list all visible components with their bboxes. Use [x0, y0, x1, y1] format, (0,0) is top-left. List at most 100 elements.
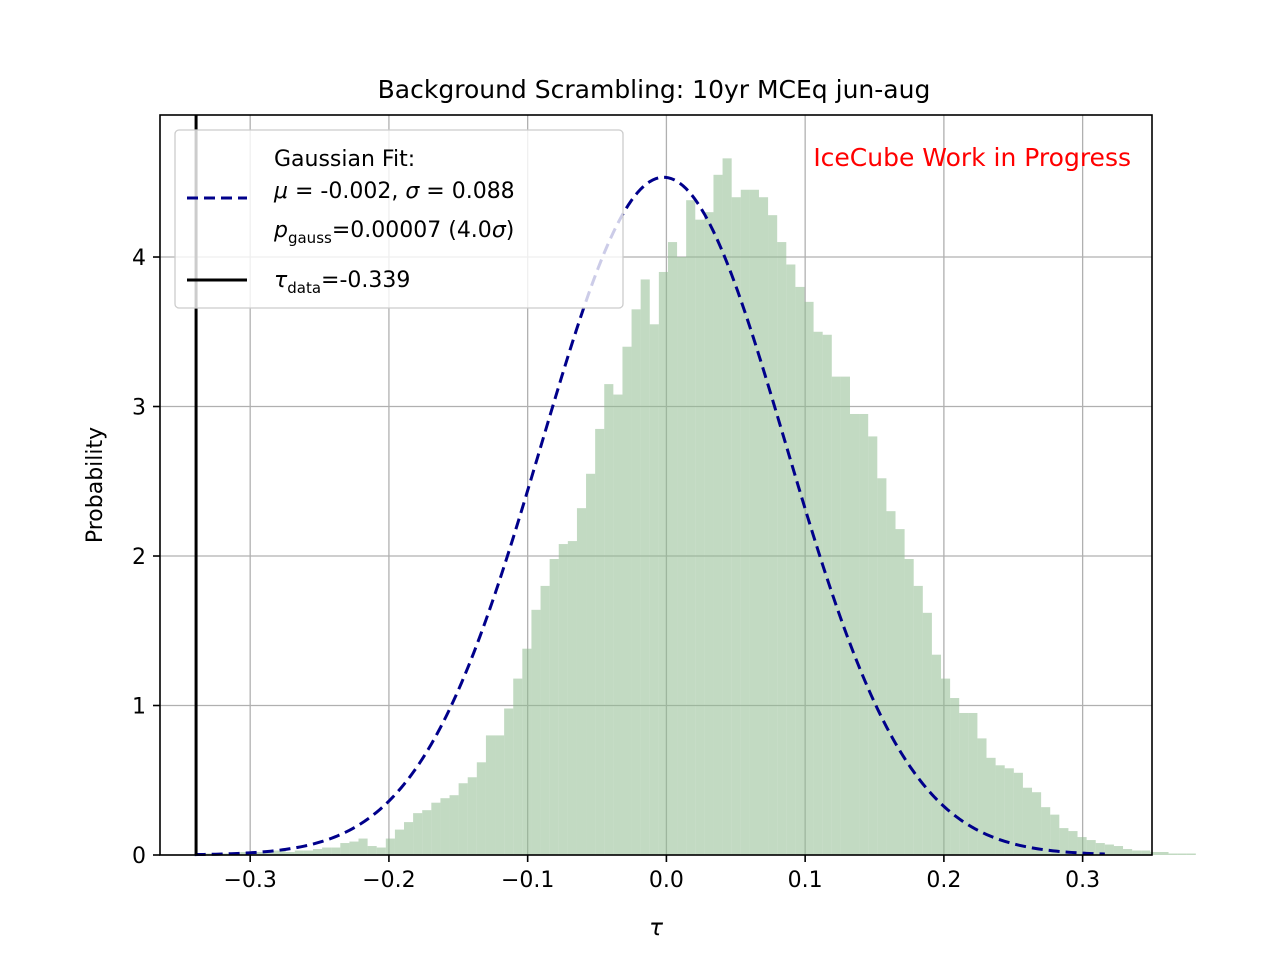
- legend-p-sigma: σ: [492, 218, 507, 243]
- histogram-bar: [740, 189, 750, 855]
- y-tick-label: 3: [132, 396, 146, 421]
- histogram-bar: [476, 762, 486, 855]
- histogram-bar: [1168, 853, 1178, 855]
- histogram-bar: [677, 257, 687, 855]
- histogram-bar: [1077, 837, 1087, 855]
- histogram-bar: [658, 271, 668, 855]
- legend-tau-value: =-0.339: [321, 268, 410, 293]
- legend: Gaussian Fit: μ = -0.002, σ = 0.088 pgau…: [174, 129, 624, 309]
- histogram-bar: [1095, 843, 1105, 855]
- histogram-bar: [722, 158, 732, 856]
- histogram-bar: [995, 765, 1005, 855]
- histogram-bar: [303, 850, 314, 855]
- histogram-bar: [1059, 828, 1069, 855]
- histogram-bar: [986, 757, 996, 855]
- histogram-bar: [349, 841, 359, 855]
- histogram-bar: [604, 384, 614, 855]
- histogram-bar: [458, 783, 468, 855]
- histogram-bar: [1086, 840, 1096, 855]
- histogram-bar: [558, 544, 568, 855]
- histogram-bar: [1141, 850, 1151, 855]
- histogram-bar: [640, 279, 650, 855]
- histogram-bar: [877, 478, 887, 855]
- x-tick-label: −0.1: [501, 868, 554, 893]
- histogram-bar: [522, 648, 532, 855]
- legend-sigma-symbol: σ: [405, 179, 420, 204]
- legend-sigma-value: = 0.088: [419, 179, 514, 204]
- histogram-bar: [1113, 846, 1124, 855]
- histogram-bar: [731, 197, 741, 855]
- histogram-bar: [895, 529, 905, 855]
- histogram-bar: [294, 850, 304, 855]
- x-axis-label: τ: [649, 915, 663, 941]
- histogram-bar: [531, 609, 541, 855]
- histogram-bar: [950, 698, 960, 855]
- legend-p-value: pgauss=0.00007 (4.0σ): [273, 218, 514, 247]
- y-tick-label: 1: [132, 695, 146, 720]
- histogram-bar: [1041, 807, 1051, 855]
- histogram-bar: [1022, 787, 1033, 855]
- legend-mu-value: = -0.002,: [288, 179, 405, 204]
- axis-ticks: −0.3 −0.2 −0.1 0.0 0.1 0.2 0.3 0 1 2 3 4: [132, 246, 1100, 893]
- histogram-bar: [595, 428, 605, 855]
- histogram-bar: [1186, 853, 1196, 855]
- legend-tau-symbol: τ: [274, 268, 288, 293]
- legend-p-value-text: =0.00007 (4.0: [332, 218, 492, 243]
- histogram-bar: [859, 413, 869, 855]
- watermark-annotation: IceCube Work in Progress: [813, 143, 1131, 172]
- histogram-bar: [385, 838, 395, 855]
- histogram-bar: [1177, 853, 1187, 855]
- histogram-bar: [840, 376, 850, 855]
- histogram-bar: [322, 847, 332, 855]
- histogram-bar: [1004, 768, 1014, 855]
- histogram-bar: [1050, 814, 1060, 855]
- histogram-bar: [1013, 772, 1023, 855]
- legend-tau-data: τdata=-0.339: [274, 268, 410, 297]
- y-tick-label: 4: [132, 246, 146, 271]
- histogram-bar: [504, 708, 514, 855]
- histogram-bar: [768, 215, 778, 855]
- histogram-bar: [667, 242, 678, 856]
- histogram-bar: [1132, 850, 1142, 855]
- histogram-bar: [1159, 852, 1169, 855]
- histogram-bar: [758, 197, 769, 855]
- histogram-bar: [267, 850, 277, 855]
- histogram-bar: [340, 843, 350, 855]
- histogram-bar: [467, 777, 477, 855]
- histogram-bar: [713, 174, 723, 855]
- legend-p-subscript: gauss: [288, 229, 332, 247]
- histogram-bar: [540, 585, 550, 855]
- histogram-bar: [358, 838, 368, 855]
- histogram-bar: [1123, 849, 1133, 855]
- histogram-bar: [831, 376, 841, 855]
- histogram-bar: [704, 212, 714, 855]
- histogram-bar: [849, 413, 860, 855]
- histogram-bar: [886, 511, 896, 855]
- x-tick-label: −0.3: [223, 868, 276, 893]
- histogram-bar: [913, 585, 923, 855]
- histogram-bar: [931, 654, 942, 855]
- histogram-bar: [431, 802, 441, 855]
- histogram-bar: [276, 850, 286, 855]
- histogram-bar: [513, 678, 523, 855]
- histogram-bars: [194, 158, 1196, 856]
- histogram-bar: [822, 334, 832, 855]
- x-tick-label: 0.1: [788, 868, 823, 893]
- histogram-bar: [1032, 792, 1042, 855]
- histogram-bar: [495, 735, 505, 855]
- histogram-bar: [922, 612, 932, 855]
- histogram-bar: [749, 189, 759, 855]
- histogram-bar: [695, 219, 705, 855]
- histogram-bar: [649, 324, 659, 855]
- legend-p-symbol: p: [273, 218, 288, 243]
- x-tick-label: 0.2: [926, 868, 961, 893]
- y-tick-label: 2: [132, 545, 146, 570]
- histogram-bar: [404, 822, 414, 855]
- histogram-bar: [422, 810, 432, 855]
- histogram-bar: [1068, 831, 1078, 855]
- y-axis-label: Probability: [83, 427, 108, 543]
- legend-tau-subscript: data: [287, 279, 321, 297]
- legend-p-close: ): [506, 218, 515, 243]
- histogram-bar: [285, 852, 295, 855]
